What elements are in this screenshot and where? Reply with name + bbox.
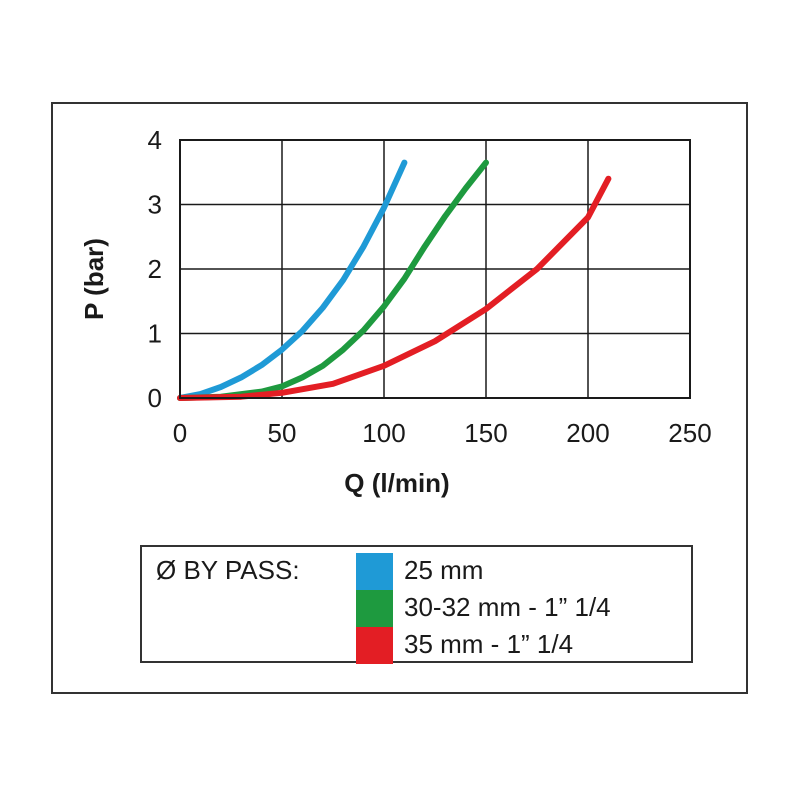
series-line-2: [177, 175, 612, 401]
x-tick-label: 50: [268, 418, 297, 448]
legend-label: 30-32 mm - 1” 1/4: [404, 592, 611, 622]
x-tick-label: 0: [173, 418, 187, 448]
series-line-1: [177, 159, 489, 401]
y-tick-labels: 0 1 2 3 4: [148, 125, 162, 413]
legend-title: Ø BY PASS:: [156, 555, 300, 585]
y-tick-label: 0: [148, 383, 162, 413]
grid: [179, 139, 691, 399]
y-tick-label: 1: [148, 319, 162, 349]
series-line-0: [177, 159, 408, 401]
legend-swatch-red: [356, 627, 393, 664]
x-tick-label: 100: [362, 418, 405, 448]
y-axis-title: P (bar): [79, 238, 109, 320]
x-tick-label: 250: [668, 418, 711, 448]
x-tick-label: 150: [464, 418, 507, 448]
legend-label: 35 mm - 1” 1/4: [404, 629, 574, 659]
x-axis-title: Q (l/min): [344, 468, 449, 498]
legend-swatch-green: [356, 590, 393, 627]
series-group: [177, 159, 612, 401]
plot-border: [179, 139, 691, 399]
chart-frame: [51, 102, 748, 694]
legend-label: 25 mm: [404, 555, 484, 585]
legend: Ø BY PASS: 25 mm 30-32 mm - 1” 1/4 35 mm…: [140, 545, 693, 664]
y-tick-label: 3: [148, 190, 162, 220]
legend-swatch-blue: [356, 553, 393, 590]
x-tick-label: 200: [566, 418, 609, 448]
y-tick-label: 2: [148, 254, 162, 284]
y-tick-label: 4: [148, 125, 162, 155]
x-tick-labels: 0 50 100 150 200 250: [173, 418, 712, 448]
